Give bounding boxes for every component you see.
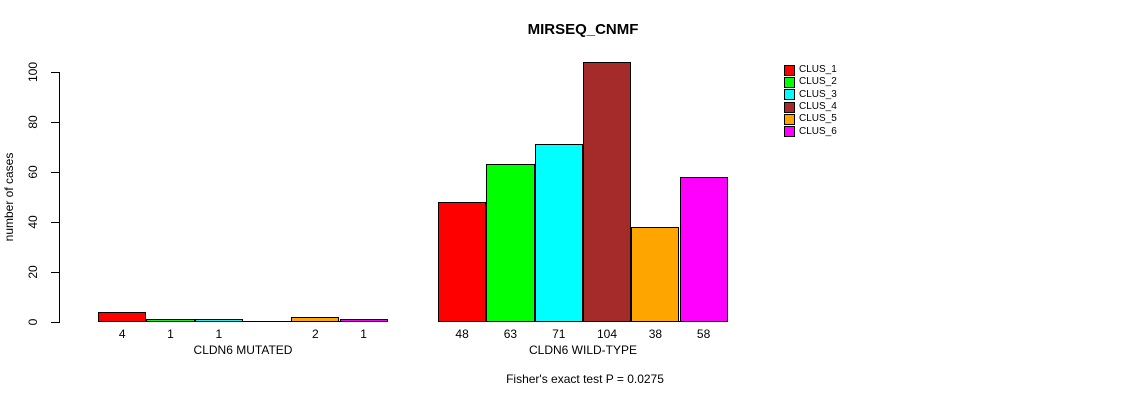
bar-value-label: 63 [503,327,518,341]
bar-clus_4 [582,62,632,322]
legend-item-label: CLUS_1 [799,64,837,76]
group-label-wildtype: CLDN6 WILD-TYPE [528,343,638,357]
y-axis-line [59,72,60,323]
bar-clus_1 [98,312,147,322]
legend-color-swatch [784,64,795,76]
legend-item-label: CLUS_5 [799,113,837,125]
bar-value-label: 1 [215,327,223,341]
y-tick-label: 100 [26,61,40,83]
legend-color-swatch [784,101,795,113]
y-axis-title: number of cases [2,152,16,242]
bar-clus_5 [631,227,680,322]
bar-clus_3 [534,144,583,322]
y-tick-label: 40 [26,215,40,229]
legend-item: CLUS_1 [784,64,837,76]
legend-item-label: CLUS_3 [799,88,837,100]
legend-item: CLUS_3 [784,89,837,101]
bar-value-label: 48 [455,327,469,341]
bar-value-label: 4 [118,327,126,341]
legend-item: CLUS_6 [784,125,837,138]
bar-value-label: 58 [696,327,711,341]
legend-item: CLUS_2 [784,76,837,88]
y-axis-tick [51,122,59,123]
bar-clus_6 [679,177,728,322]
bar-clus_2 [486,164,535,322]
bar-clus_2 [146,319,195,322]
bar-value-label: 1 [360,327,367,341]
y-tick-label: 0 [26,318,40,326]
legend-color-swatch [784,76,795,88]
chart-title: MIRSEQ_CNMF [527,21,639,38]
y-tick-label: 80 [26,115,40,129]
bar-clus_1 [438,202,487,322]
y-axis-tick [51,172,59,173]
legend: CLUS_1 CLUS_2 CLUS_3 CLUS_4 CLUS_5 CLUS_6 [784,64,837,138]
legend-item: CLUS_5 [784,113,837,125]
y-axis-tick [51,272,59,273]
group-baseline [98,321,388,322]
fisher-test-annotation: Fisher's exact test P = 0.0275 [506,372,664,386]
bar-value-label: 104 [596,327,618,341]
bar-value-label: 71 [552,327,566,341]
bar-clus_6 [339,319,388,322]
bar-clus_5 [291,317,340,322]
bar-value-label: 1 [167,327,174,341]
y-axis-tick [51,222,59,223]
legend-item-label: CLUS_4 [799,101,837,113]
legend-item-label: CLUS_2 [799,76,837,88]
group-label-mutated: CLDN6 MUTATED [193,343,293,357]
bar-value-label: 38 [648,327,663,341]
y-axis-tick [51,72,59,73]
y-axis-tick [51,322,59,323]
legend-item-label: CLUS_6 [799,125,837,137]
legend-color-swatch [784,126,795,138]
y-tick-label: 60 [26,165,40,179]
legend-color-swatch [784,89,795,101]
bar-value-label: 2 [311,327,319,341]
legend-color-swatch [784,113,795,125]
y-tick-label: 20 [26,265,40,279]
bar-clus_3 [194,319,243,322]
legend-item: CLUS_4 [784,101,837,113]
